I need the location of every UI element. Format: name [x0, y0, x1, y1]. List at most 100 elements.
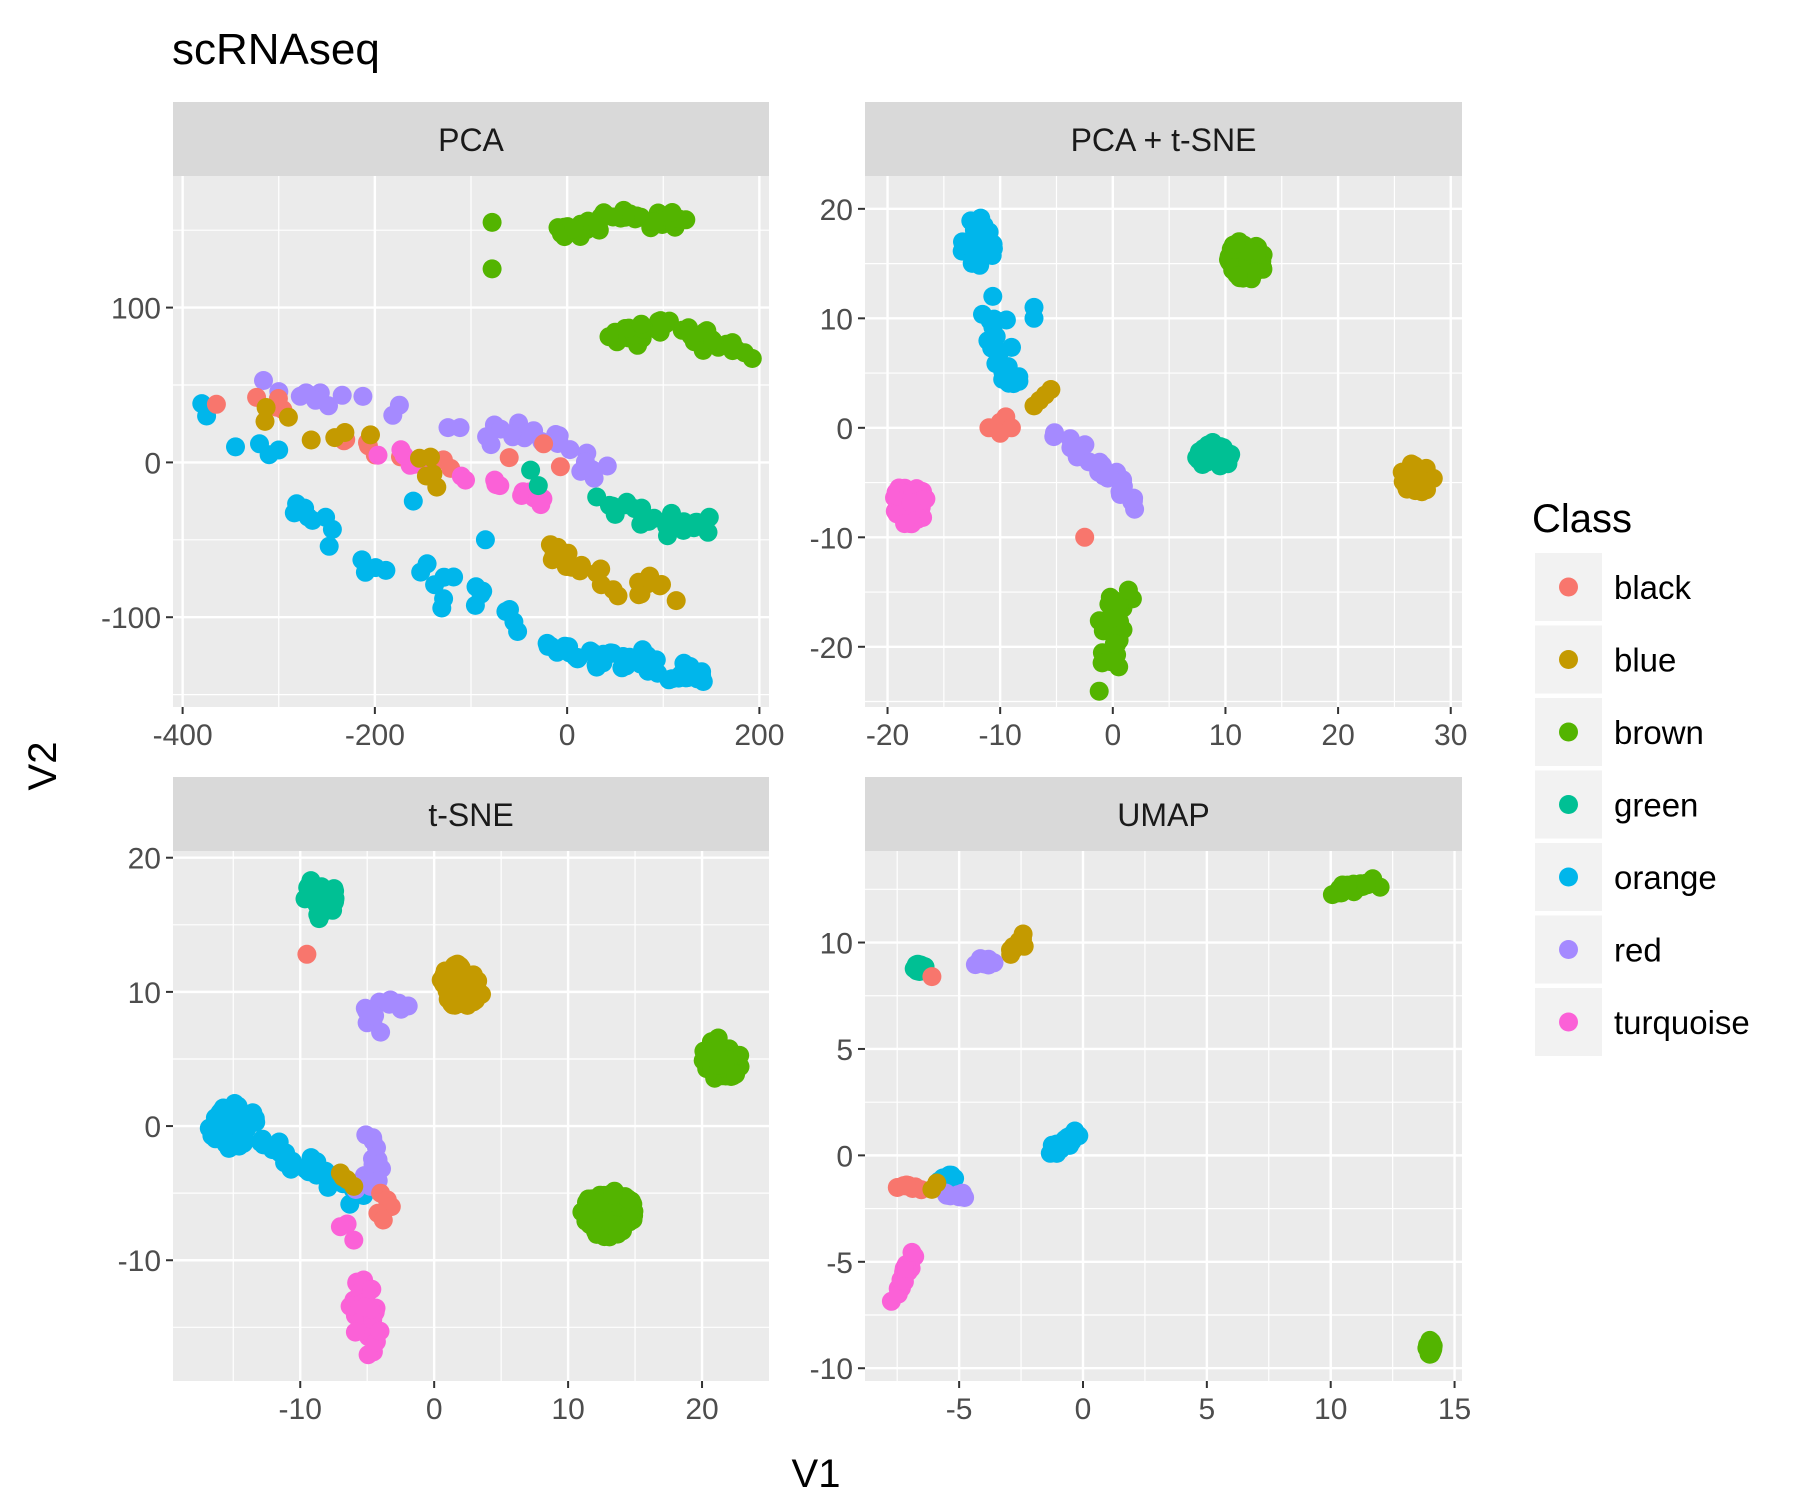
panel-title: PCA + t-SNE	[1071, 122, 1257, 158]
point-blue	[435, 970, 455, 990]
point-orange	[226, 437, 245, 457]
point-red	[952, 1187, 972, 1207]
y-tick-label: -10	[810, 522, 853, 555]
point-blue	[1012, 929, 1032, 949]
legend-item-red: red	[1535, 915, 1662, 984]
point-red	[353, 386, 373, 406]
point-red	[549, 431, 569, 451]
point-red	[524, 421, 544, 441]
point-brown	[651, 317, 671, 337]
y-tick-label: 0	[836, 1140, 853, 1173]
point-green	[295, 889, 315, 909]
point-turquoise	[370, 1321, 390, 1341]
point-turquoise	[355, 1297, 375, 1317]
point-blue	[1001, 944, 1021, 964]
point-orange	[1004, 367, 1024, 387]
point-blue	[301, 430, 321, 450]
point-blue	[256, 398, 276, 417]
point-turquoise	[894, 1259, 914, 1278]
point-orange	[340, 1194, 360, 1214]
point-orange	[996, 310, 1016, 330]
point-brown	[1102, 608, 1122, 628]
x-tick-label: 20	[1321, 719, 1354, 752]
point-red	[363, 1155, 383, 1175]
y-tick-label: 10	[820, 928, 853, 961]
x-tick-label: 20	[685, 1393, 718, 1426]
point-black	[499, 448, 519, 468]
point-brown	[482, 212, 502, 232]
point-green	[658, 526, 677, 546]
point-orange	[569, 648, 588, 668]
point-orange	[376, 560, 396, 580]
point-orange	[434, 567, 454, 587]
legend-label: black	[1614, 569, 1692, 606]
point-black	[1075, 527, 1095, 547]
legend-title: Class	[1532, 497, 1632, 541]
point-orange	[287, 494, 307, 514]
panel-pca: PCA -400 -200 0 200 -100 0 100	[101, 102, 784, 752]
point-orange	[500, 600, 519, 619]
point-green	[631, 514, 651, 534]
y-axis-label: V2	[21, 742, 65, 791]
y-tick-label: 5	[836, 1034, 853, 1067]
point-brown	[1104, 634, 1124, 654]
point-red	[254, 371, 273, 390]
x-tick-label: 0	[426, 1393, 443, 1426]
legend-item-brown: brown	[1535, 698, 1704, 766]
point-brown	[715, 1054, 735, 1074]
y-tick-label: -10	[810, 1353, 853, 1386]
gridlines	[865, 851, 1462, 1381]
point-green	[528, 476, 548, 496]
point-turquoise	[895, 514, 915, 534]
point-orange	[411, 562, 431, 582]
point-turquoise	[362, 1279, 382, 1299]
legend-item-turquoise: turquoise	[1535, 988, 1750, 1056]
point-turquoise	[901, 493, 921, 513]
point-brown	[574, 1203, 594, 1223]
point-orange	[269, 440, 289, 460]
panel-pca-t-sne: PCA + t-SNE -20 -10 0 10 20 30 -20 -10 0 10 20	[810, 102, 1467, 752]
y-tick-label: -100	[101, 602, 161, 635]
point-turquoise	[456, 470, 475, 490]
point-blue	[472, 984, 491, 1004]
panel-title: t-SNE	[428, 797, 513, 833]
point-brown	[662, 203, 682, 222]
data-points	[199, 871, 750, 1365]
x-tick-label: -5	[946, 1393, 973, 1426]
point-blue	[361, 425, 380, 445]
point-orange	[549, 639, 569, 659]
point-orange	[318, 1177, 338, 1197]
y-tick-label: 0	[144, 447, 161, 480]
point-brown	[1244, 263, 1264, 283]
point-orange	[982, 338, 1002, 358]
point-brown	[1104, 591, 1124, 611]
point-green	[1194, 439, 1214, 458]
point-red	[1124, 488, 1144, 508]
point-orange	[1056, 1134, 1076, 1154]
point-black	[897, 1175, 916, 1195]
x-tick-label: 0	[1075, 1393, 1092, 1426]
legend-dot-red	[1559, 940, 1578, 959]
point-red	[389, 395, 409, 415]
point-blue	[1030, 390, 1050, 410]
x-tick-label: -20	[866, 719, 909, 752]
point-orange	[601, 643, 621, 663]
legend: Class black blue brown green orange red turquo…	[1532, 497, 1750, 1056]
point-green	[1208, 440, 1228, 460]
point-blue	[548, 537, 568, 557]
plot-background	[173, 851, 769, 1381]
point-red	[502, 424, 522, 443]
gridlines	[865, 176, 1462, 707]
point-blue	[603, 580, 623, 600]
y-tick-label: -10	[118, 1245, 161, 1278]
point-blue	[278, 407, 298, 427]
x-tick-label: 10	[1314, 1393, 1347, 1426]
gridlines	[173, 851, 769, 1381]
point-brown	[645, 212, 665, 232]
y-tick-label: 10	[128, 977, 161, 1010]
legend-dot-orange	[1559, 867, 1578, 887]
legend-label: red	[1614, 932, 1662, 969]
point-brown	[1420, 1337, 1440, 1357]
point-brown	[703, 330, 723, 350]
point-turquoise	[337, 1214, 357, 1234]
